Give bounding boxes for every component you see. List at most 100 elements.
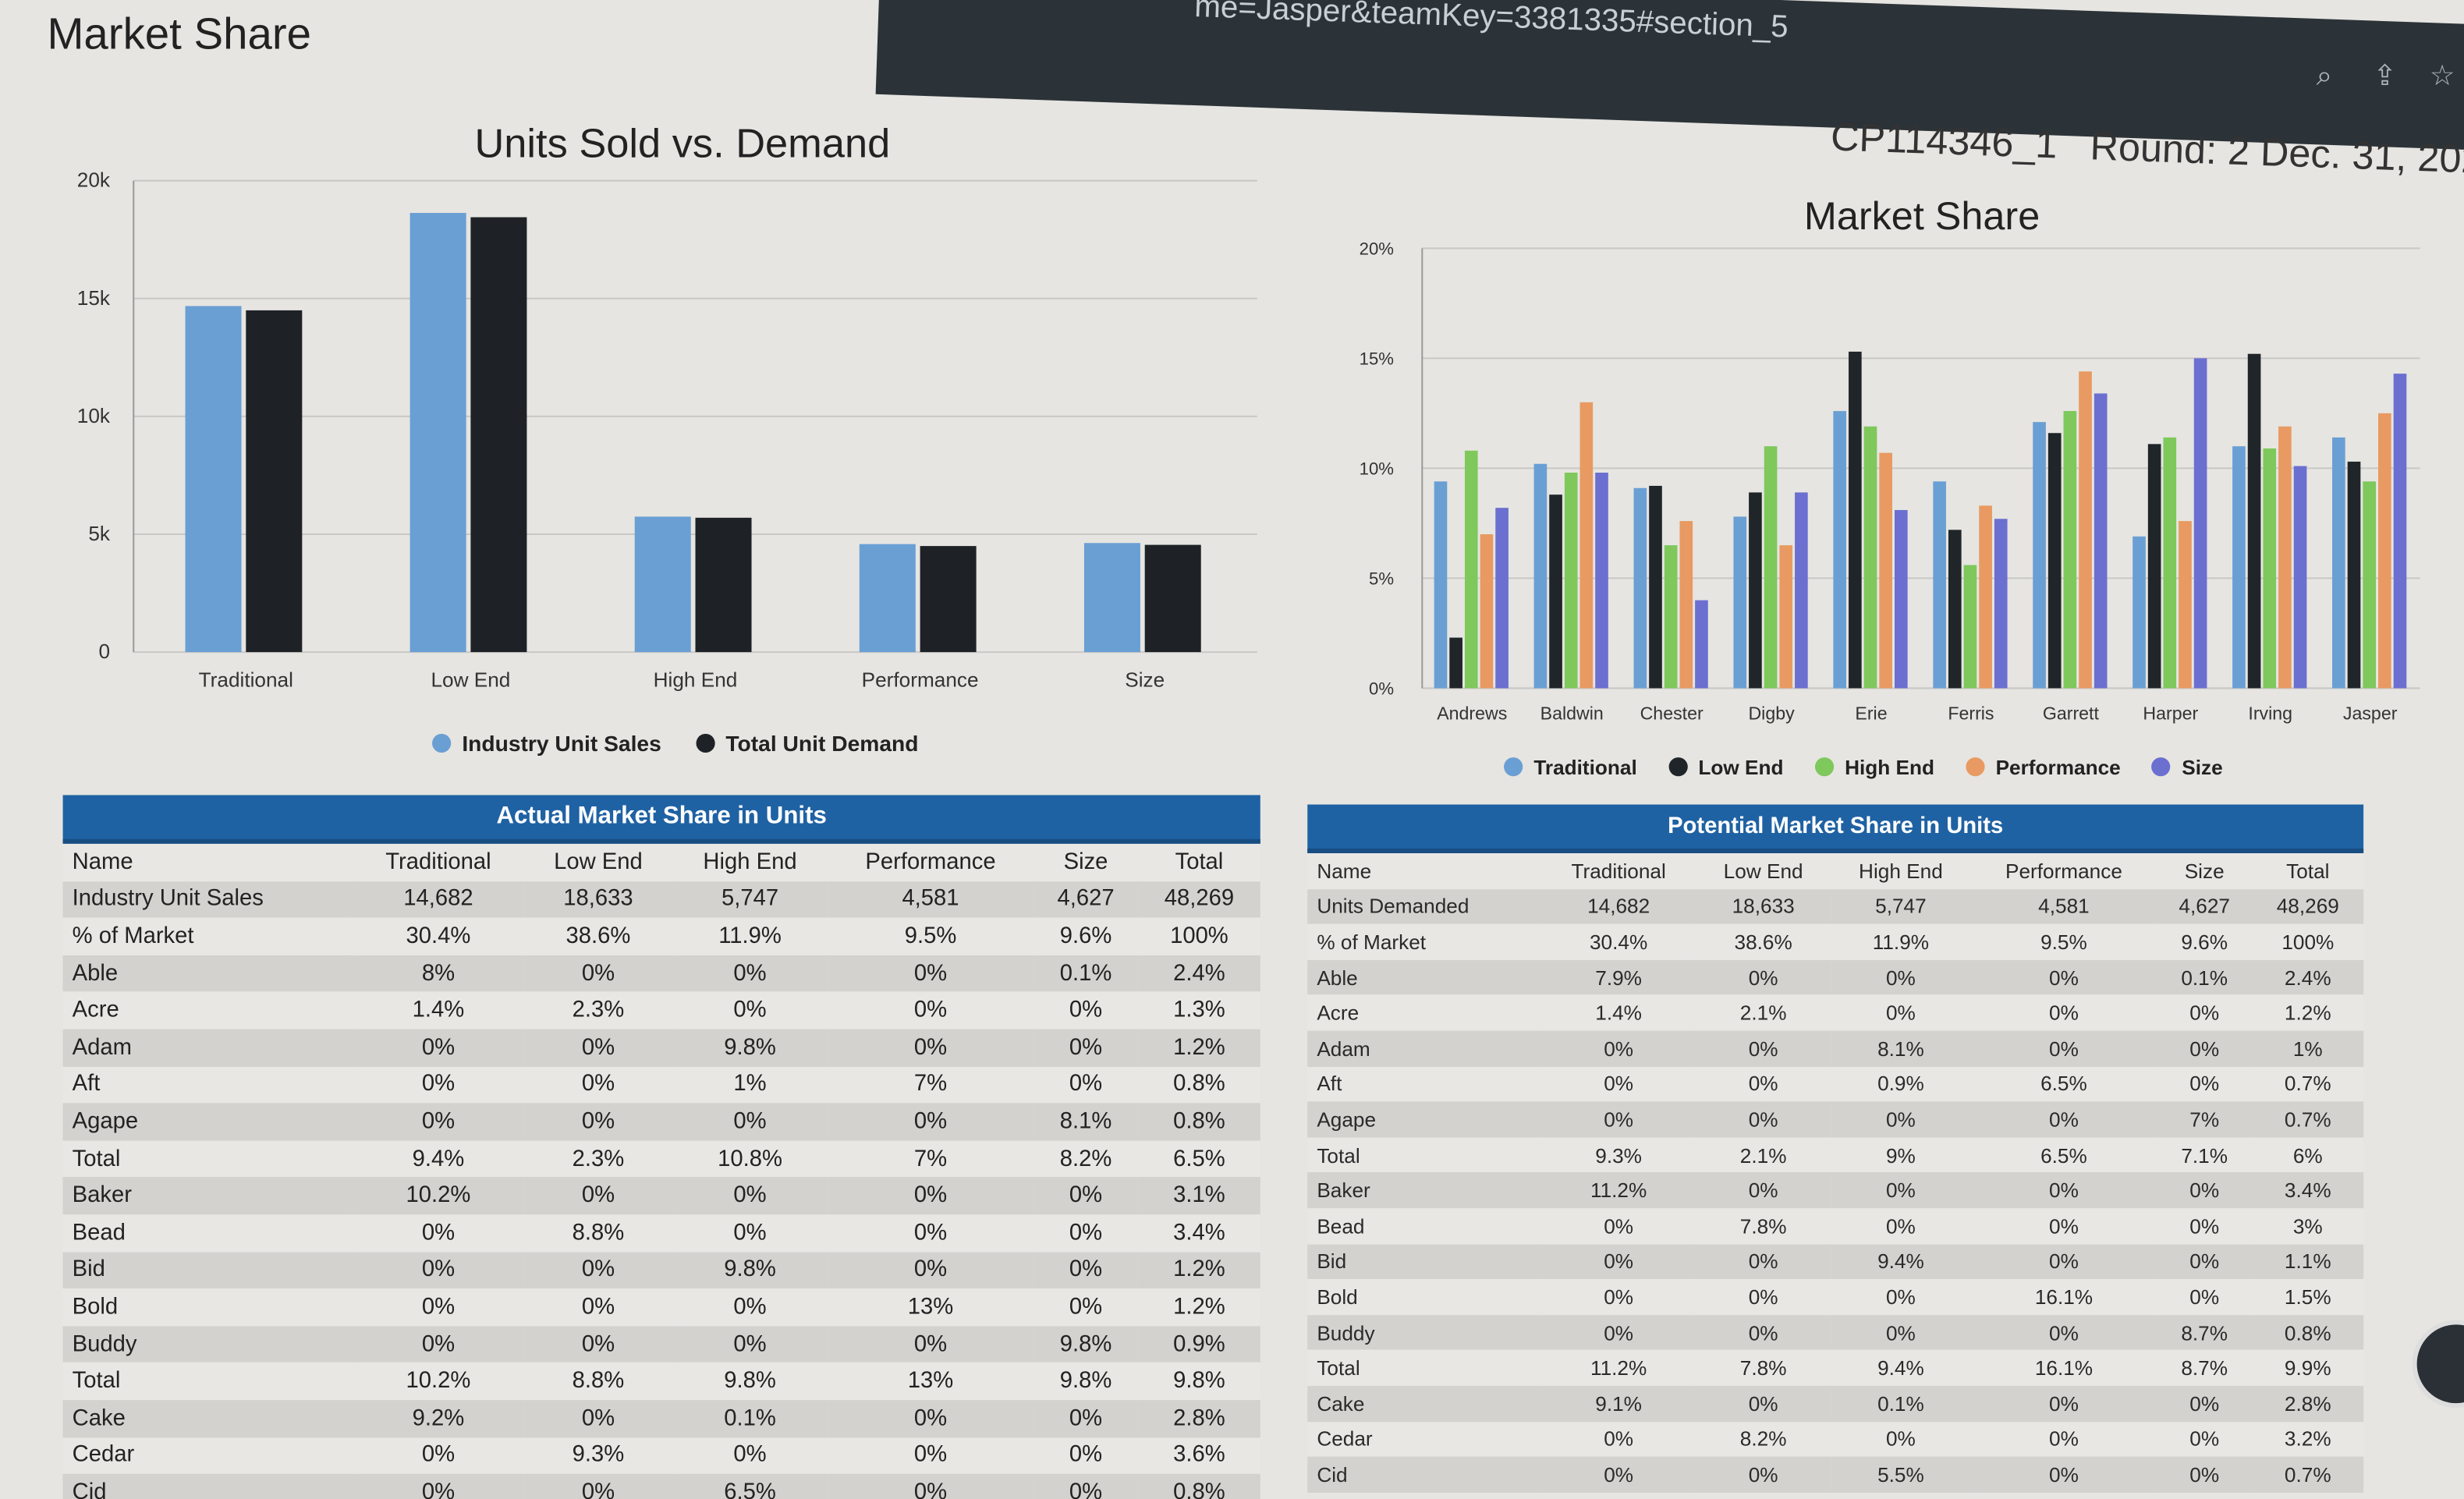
row-name: Buddy: [1317, 1320, 1375, 1345]
cell: 8%: [421, 961, 456, 987]
cell: 0%: [581, 1257, 615, 1283]
cell: 0%: [733, 1443, 767, 1469]
table-title: Potential Market Share in Units: [1307, 804, 2364, 853]
bar-performance: [1879, 452, 1892, 689]
actual-market-share-table: Actual Market Share in Units Name Traditi…: [62, 795, 1260, 1499]
bar-low-end: [2147, 444, 2161, 689]
legend-item-total-unit-demand[interactable]: Total Unit Demand: [696, 731, 918, 756]
legend-item-high-end[interactable]: High End: [1814, 756, 1935, 780]
row-name: Total: [72, 1369, 121, 1394]
cell: 0%: [1604, 1249, 1634, 1274]
y-tick-label: 15%: [1360, 349, 1394, 368]
table-row: Adam 0% 0% 8.1% 0% 0% 1%: [1307, 1030, 2364, 1067]
bar-traditional: [1434, 481, 1448, 689]
chat-button[interactable]: [2412, 1320, 2464, 1409]
cell: 0%: [913, 1480, 948, 1499]
cell: 0%: [913, 1109, 948, 1135]
cell: 38.6%: [565, 923, 631, 949]
cell: 0%: [1069, 1183, 1103, 1209]
cell: 0.9%: [1877, 1072, 1924, 1096]
bar-high-end: [1464, 450, 1478, 689]
legend-dot-icon: [1814, 757, 1834, 777]
cell: 4,627: [2179, 895, 2230, 919]
table-row: Aft 0% 0% 1% 7% 0% 0.8%: [62, 1066, 1260, 1104]
cell: 0%: [421, 1220, 456, 1246]
cell: 0%: [2189, 1072, 2220, 1096]
bar-size: [1495, 508, 1509, 689]
row-name: Acre: [1317, 1001, 1360, 1025]
cell: 0%: [1885, 1320, 1916, 1345]
bar-high-end: [1764, 446, 1778, 689]
bar-industry-unit-sales: [859, 544, 916, 653]
cell: 0%: [1748, 1285, 1778, 1309]
bar-low-end: [1749, 492, 1762, 689]
cell: 10.2%: [406, 1369, 471, 1394]
row-name: Cedar: [72, 1443, 135, 1469]
cell: 7%: [913, 1072, 948, 1097]
cell: 100%: [1170, 923, 1228, 949]
cell: 0%: [1885, 1178, 1916, 1203]
table-row: Cid 0% 0% 5.5% 0% 0% 0.7%: [1307, 1456, 2364, 1493]
cell: 14,682: [403, 887, 473, 913]
cell: 3.6%: [1173, 1443, 1225, 1469]
cell: 8.1%: [1877, 1037, 1924, 1061]
bar-traditional: [2232, 446, 2246, 689]
cell: 4,581: [2038, 895, 2090, 919]
cell: 0%: [1069, 1294, 1103, 1320]
cell: 0%: [733, 1109, 767, 1135]
column-header: Total: [2286, 859, 2330, 883]
cell: 0%: [421, 1331, 456, 1357]
cell: 7.8%: [1739, 1214, 1787, 1239]
cell: 0.7%: [2284, 1072, 2331, 1096]
x-tick-label: High End: [654, 668, 738, 691]
legend-item-industry-unit-sales[interactable]: Industry Unit Sales: [432, 731, 661, 756]
cell: 0%: [1069, 1035, 1103, 1061]
legend-item-traditional[interactable]: Traditional: [1504, 756, 1637, 779]
cell: 11.9%: [718, 923, 782, 949]
legend-label: High End: [1845, 756, 1935, 780]
row-name: Adam: [1317, 1037, 1370, 1061]
cell: 9.6%: [2181, 930, 2228, 954]
legend-item-size[interactable]: Size: [2152, 756, 2223, 779]
column-header: Name: [1317, 859, 1372, 883]
legend-item-performance[interactable]: Performance: [1966, 756, 2121, 779]
zoom-icon[interactable]: ⌕: [2316, 59, 2333, 91]
row-name: Industry Unit Sales: [72, 887, 264, 913]
x-tick-label: Irving: [2248, 703, 2292, 724]
cell: 2.1%: [1739, 1001, 1787, 1025]
cell: 0%: [1604, 1107, 1634, 1132]
cell: 0.1%: [1877, 1391, 1924, 1416]
cell: 11.9%: [1872, 930, 1930, 954]
row-name: Aft: [72, 1072, 101, 1097]
market-share-chart: 0% 5% 10% 15% 20% Andrews Baldwin Chester Digby E…: [1360, 239, 2420, 724]
cell: 6.5%: [1173, 1146, 1225, 1172]
bar-size: [2293, 466, 2307, 689]
table-row: Adam 0% 0% 9.8% 0% 0% 1.2%: [62, 1029, 1260, 1067]
row-name: Baker: [72, 1183, 133, 1209]
cell: 9.5%: [904, 923, 957, 949]
cell: 9.8%: [724, 1369, 776, 1394]
bookmark-star-icon[interactable]: ☆: [2429, 59, 2455, 91]
x-tick-label: Performance: [862, 668, 979, 691]
cell: 0%: [913, 1405, 948, 1431]
row-name: Bead: [72, 1220, 126, 1246]
cell: 48,269: [2276, 895, 2339, 919]
bar-size: [1895, 509, 1908, 689]
row-name: Cid: [72, 1480, 107, 1499]
cell: 9.1%: [1595, 1391, 1642, 1416]
cell: 2.1%: [1739, 1143, 1787, 1168]
bar-high-end: [2263, 448, 2277, 689]
cell: 0%: [2049, 1391, 2079, 1416]
row-name: Bold: [1317, 1285, 1358, 1309]
cell: 0%: [913, 1331, 948, 1357]
column-header: Performance: [865, 849, 996, 875]
y-tick-label: 10%: [1360, 459, 1394, 478]
column-header: Traditional: [1571, 859, 1666, 883]
bar-traditional: [1533, 463, 1548, 689]
bar-traditional: [1633, 487, 1647, 689]
cell: 3.4%: [2284, 1178, 2331, 1203]
legend-item-low-end[interactable]: Low End: [1668, 756, 1783, 779]
share-icon[interactable]: ⇪: [2373, 59, 2397, 91]
market-share-chart-title: Market Share: [1803, 194, 2040, 239]
bar-performance: [2079, 371, 2092, 689]
